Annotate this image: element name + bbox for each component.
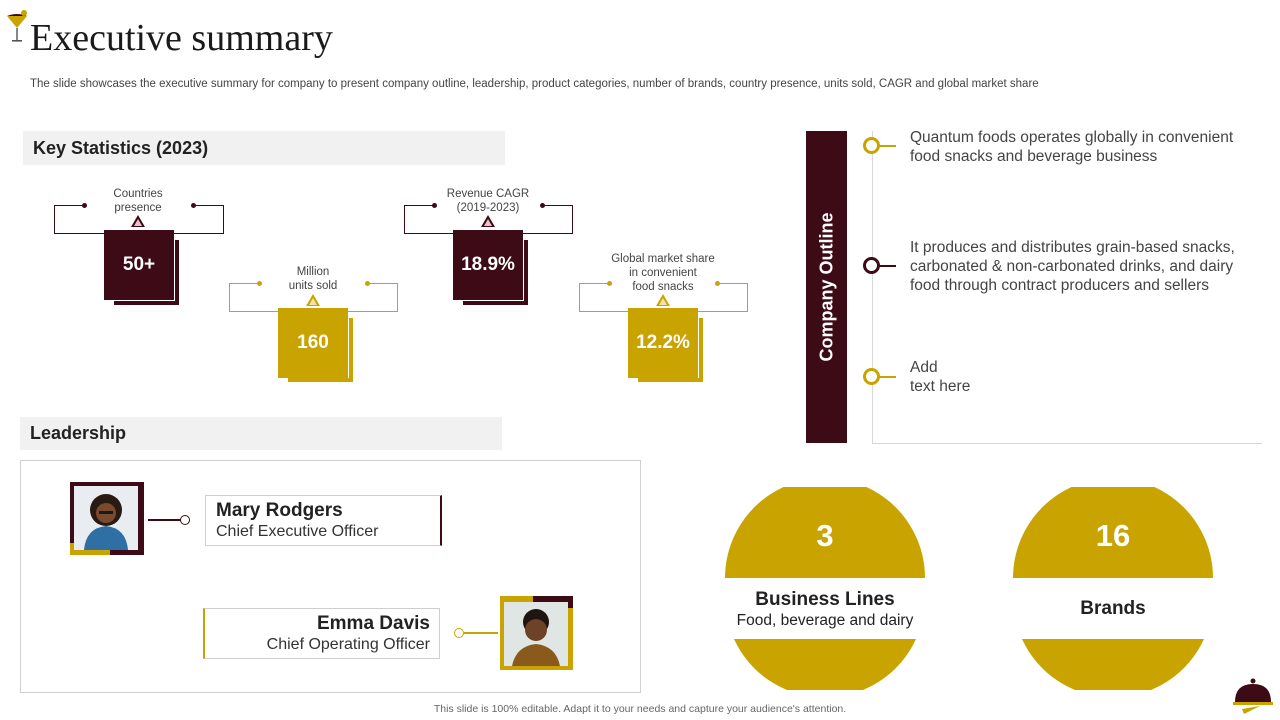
company-outline-heading: Company Outline xyxy=(816,212,836,362)
summary-circle-graphic xyxy=(1013,487,1213,690)
summary-title: Brands xyxy=(1080,598,1146,619)
footer-note: This slide is 100% editable. Adapt it to… xyxy=(433,703,847,715)
avatar-photo-icon xyxy=(74,486,138,550)
key-statistics-heading: Key Statistics (2023) xyxy=(23,131,505,165)
page-subtitle: The slide showcases the executive summar… xyxy=(30,78,1039,90)
triangle-marker-icon xyxy=(656,294,670,306)
cocktail-logo-icon xyxy=(7,10,27,42)
leader-card: Emma Davis Chief Operating Officer xyxy=(203,608,440,659)
cloche-logo-icon xyxy=(1233,678,1273,714)
triangle-marker-icon xyxy=(481,215,495,227)
summary-subtitle: Food, beverage and dairy xyxy=(736,612,914,629)
circle-marker-icon xyxy=(863,257,880,274)
leadership-panel xyxy=(20,460,641,693)
stat-value: 50+ xyxy=(104,230,174,300)
page-title: Executive summary xyxy=(30,17,333,59)
leader-name: Mary Rodgers xyxy=(216,500,343,521)
stat-value: 12.2% xyxy=(628,308,698,378)
summary-circle-graphic xyxy=(725,487,925,690)
stat-label: Million units sold xyxy=(288,266,338,292)
summary-number: 3 xyxy=(816,518,834,553)
stat-value: 18.9% xyxy=(453,230,523,300)
leader-card: Mary Rodgers Chief Executive Officer xyxy=(205,495,442,546)
leadership-heading: Leadership xyxy=(20,417,502,450)
stat-label: Countries presence xyxy=(113,188,163,214)
avatar-photo-icon xyxy=(504,602,568,666)
outline-divider xyxy=(872,131,873,444)
summary-number: 16 xyxy=(1095,518,1131,553)
leader-name: Emma Davis xyxy=(316,613,430,634)
circle-marker-icon xyxy=(863,368,880,385)
company-outline-bar: Company Outline xyxy=(806,131,847,443)
outline-divider xyxy=(872,443,1262,444)
stat-label: Revenue CAGR (2019-2023) xyxy=(446,188,530,214)
stat-value: 160 xyxy=(278,308,348,378)
triangle-marker-icon xyxy=(306,294,320,306)
triangle-marker-icon xyxy=(131,215,145,227)
stat-label: Global market share in convenient food s… xyxy=(611,253,715,293)
circle-marker-icon xyxy=(863,137,880,154)
summary-title: Business Lines xyxy=(755,589,895,610)
leader-role: Chief Executive Officer xyxy=(216,523,379,540)
leader-role: Chief Operating Officer xyxy=(266,636,430,653)
